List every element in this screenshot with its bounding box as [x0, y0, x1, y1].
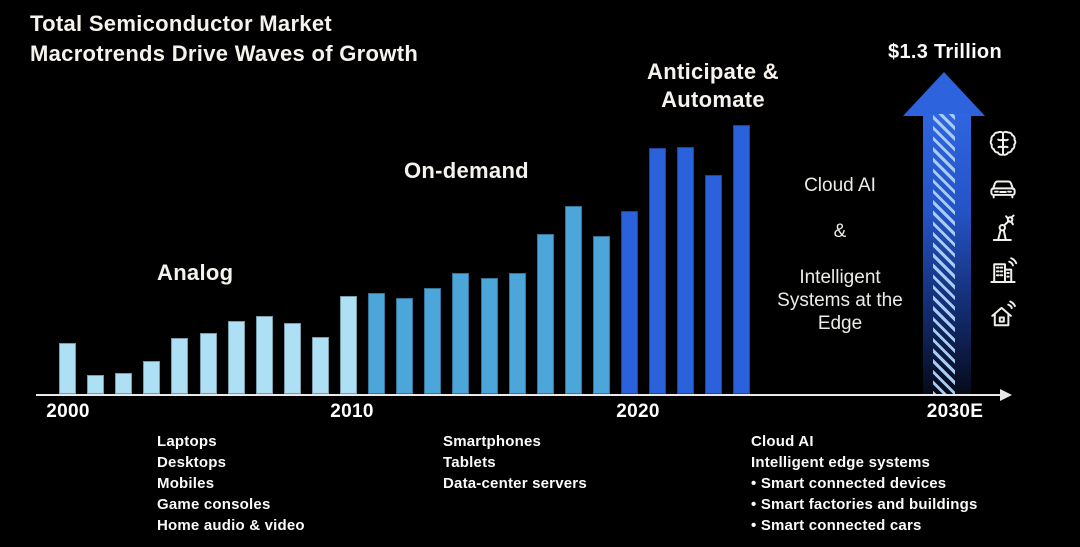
anticipate-line-2: Automate [661, 87, 765, 112]
bar-2006 [227, 321, 245, 394]
connected-car-icon [986, 171, 1020, 205]
ampersand-text: & [833, 221, 847, 242]
bar-2024 [733, 125, 751, 394]
bar-2007 [255, 316, 273, 394]
category-item: Smartphones [443, 433, 542, 450]
cloud-ai-edge-label: Cloud AI & Intelligent Systems at the Ed… [777, 174, 903, 335]
robot-arm-icon [986, 211, 1020, 245]
category-item: Data-center servers [443, 475, 587, 492]
category-list-2: Smartphones Tablets Data-center servers [443, 431, 587, 494]
category-item: • Smart factories and buildings [751, 496, 978, 513]
category-item: Intelligent edge systems [751, 454, 931, 471]
page-title: Total Semiconductor Market Macrotrends D… [30, 9, 418, 69]
category-item: • Smart connected cars [751, 517, 922, 534]
intelligent-systems-text: Intelligent Systems at the Edge [777, 267, 903, 334]
bar-2021 [649, 148, 667, 394]
x-tick-2030E: 2030E [926, 401, 984, 422]
category-item: Cloud AI [751, 433, 814, 450]
bar-2009 [311, 337, 329, 394]
category-list-1: Laptops Desktops Mobiles Game consoles Home … [157, 431, 305, 536]
bar-2000 [59, 343, 76, 394]
analog-wave-label: Analog [157, 260, 234, 285]
category-item: Tablets [443, 454, 496, 471]
bar-2017 [536, 234, 554, 394]
trillion-value-label: $1.3 Trillion [888, 41, 1002, 63]
bar-2016 [508, 273, 526, 394]
category-item: Mobiles [157, 475, 215, 492]
title-line-1: Total Semiconductor Market [30, 11, 332, 36]
bar-2012 [396, 298, 414, 394]
ai-brain-icon [986, 128, 1020, 162]
on-demand-wave-label: On-demand [404, 158, 529, 183]
category-item: Desktops [157, 454, 227, 471]
category-item: • Smart connected devices [751, 475, 947, 492]
bar-2022 [677, 147, 695, 394]
bar-2001 [87, 375, 105, 394]
x-tick-2000: 2000 [46, 401, 90, 422]
category-item: Game consoles [157, 496, 271, 513]
growth-arrow-shaft [923, 114, 971, 395]
x-axis-arrowhead-icon [1000, 389, 1012, 401]
bar-2019 [592, 236, 610, 394]
smart-building-icon [986, 254, 1020, 288]
bar-2010 [340, 296, 357, 394]
x-tick-2010: 2010 [330, 401, 374, 422]
title-line-2: Macrotrends Drive Waves of Growth [30, 41, 419, 66]
bar-2013 [424, 288, 442, 394]
bar-2005 [199, 333, 217, 394]
growth-arrow-hatch-pattern [933, 114, 955, 395]
smart-home-icon [986, 298, 1020, 332]
bar-2002 [115, 373, 133, 394]
x-tick-2020: 2020 [616, 401, 660, 422]
growth-arrow-head [903, 72, 985, 116]
bar-2004 [171, 338, 189, 394]
edge-icons-column [986, 0, 1020, 547]
bar-2023 [705, 175, 723, 394]
category-item: Home audio & video [157, 517, 305, 534]
bar-2014 [452, 273, 470, 394]
anticipate-automate-wave-label: Anticipate & Automate [593, 58, 833, 114]
cloud-ai-text: Cloud AI [804, 175, 876, 196]
bar-2018 [564, 206, 582, 394]
category-list-3: Cloud AI Intelligent edge systems • Smart … [751, 431, 978, 536]
x-axis-line [36, 394, 1002, 396]
category-item: Laptops [157, 433, 217, 450]
anticipate-line-1: Anticipate & [647, 59, 779, 84]
bar-2008 [283, 323, 301, 394]
bar-2003 [143, 361, 161, 394]
bar-2020 [621, 211, 638, 394]
bar-2011 [368, 293, 386, 394]
bar-2015 [480, 278, 498, 394]
